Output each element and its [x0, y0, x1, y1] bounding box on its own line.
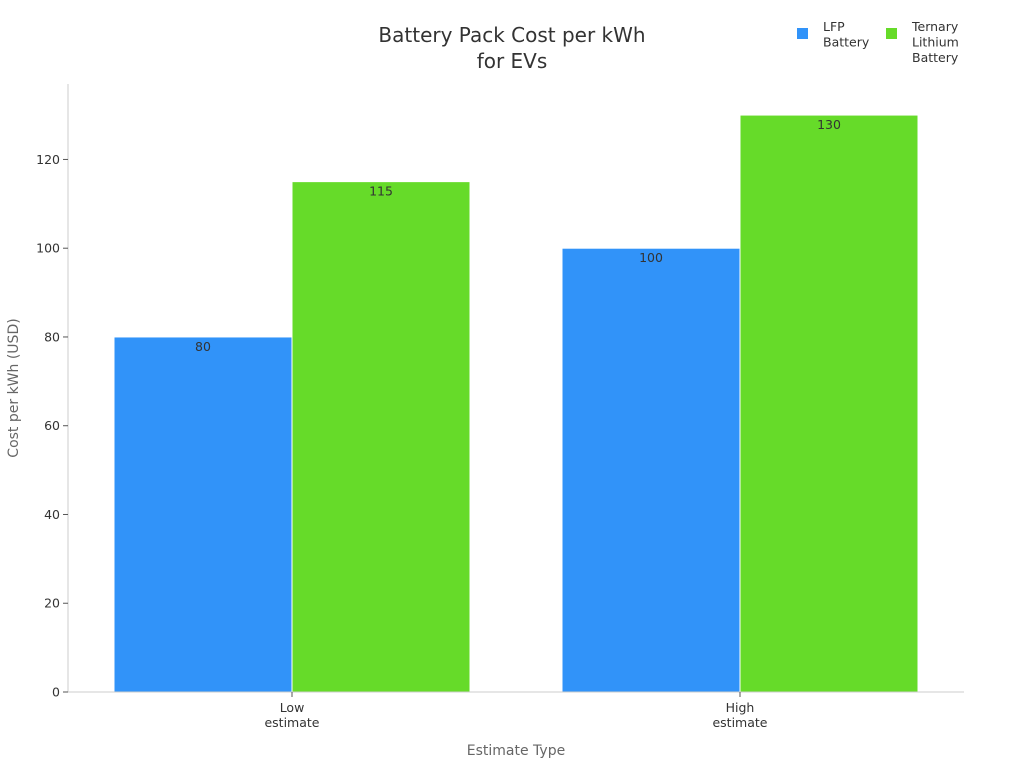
legend-swatch [886, 28, 897, 39]
bar [113, 336, 293, 693]
y-tick-label: 100 [36, 241, 60, 256]
legend-label-line: Ternary [911, 19, 959, 34]
chart-title-line-1: Battery Pack Cost per kWh [378, 23, 645, 47]
y-tick-label: 80 [44, 329, 60, 344]
legend-label-line: LFP [823, 19, 845, 34]
bar [561, 247, 741, 693]
bar [739, 114, 919, 693]
x-tick-label-line: estimate [712, 715, 767, 730]
y-tick-label: 0 [52, 685, 60, 700]
bar-data-label: 130 [817, 117, 841, 132]
chart-title: Battery Pack Cost per kWh for EVs [378, 23, 645, 73]
x-tick-label-line: Low [280, 700, 305, 715]
bar-data-label: 100 [639, 250, 663, 265]
x-tick-label: High estimate [712, 700, 767, 730]
x-tick-label: Low estimate [264, 700, 319, 730]
y-tick-label: 40 [44, 507, 60, 522]
legend-swatch [797, 28, 808, 39]
legend-label: Ternary Lithium Battery [911, 19, 959, 65]
y-tick-label: 120 [36, 152, 60, 167]
y-tick-label: 60 [44, 418, 60, 433]
y-tick-label: 20 [44, 596, 60, 611]
y-axis-label: Cost per kWh (USD) [6, 318, 22, 457]
legend-label-line: Lithium [912, 35, 959, 50]
chart-title-line-2: for EVs [477, 49, 548, 73]
x-tick-label-line: estimate [264, 715, 319, 730]
legend-label-line: Battery [823, 35, 870, 50]
bars-layer: 80 115 100 130 [113, 114, 919, 693]
legend-label-line: Battery [912, 50, 959, 65]
bar-data-label: 115 [369, 184, 393, 199]
bar-data-label: 80 [195, 339, 211, 354]
x-axis-label: Estimate Type [467, 743, 565, 759]
x-tick-label-line: High [726, 700, 755, 715]
legend-label: LFP Battery [823, 19, 870, 50]
bar [291, 181, 471, 693]
